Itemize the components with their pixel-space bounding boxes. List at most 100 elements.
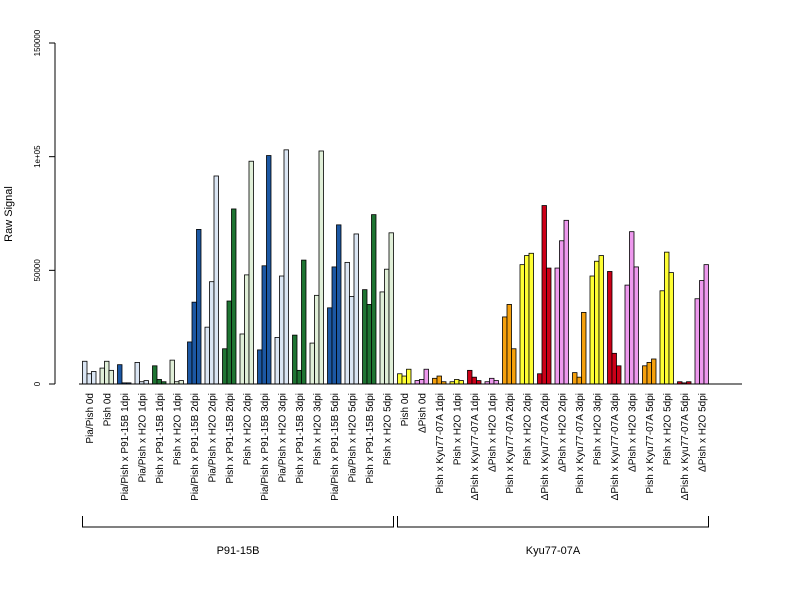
category-label: Pish x P91-15B 5dpi: [365, 393, 376, 484]
bar: [366, 304, 372, 385]
bar: [651, 358, 657, 385]
bar: [511, 348, 517, 385]
bar: [541, 205, 547, 385]
group-brackets: P91-15B Kyu77-07A: [82, 516, 709, 557]
bar: [699, 280, 705, 385]
bar: [266, 155, 272, 385]
bar: [353, 233, 359, 385]
bar: [209, 281, 215, 385]
category-label: Pish x P91-15B 2dpi: [225, 393, 236, 484]
y-tick-label: 150000: [33, 29, 42, 56]
category-label: Pish 0d: [103, 393, 114, 426]
bar: [336, 224, 342, 385]
bar: [629, 231, 635, 385]
bar: [152, 365, 158, 385]
bar: [156, 379, 162, 385]
bar: [581, 311, 587, 385]
bar: [406, 368, 412, 385]
bar: [331, 266, 337, 385]
bar: [99, 367, 105, 385]
bar: [296, 369, 302, 385]
bar: [432, 377, 438, 385]
bar: [506, 304, 512, 385]
category-label: ΔPish x H2O 5dpi: [698, 393, 709, 472]
bar: [191, 301, 197, 385]
category-label: Pish x Kyu77-07A 5dpi: [645, 393, 656, 494]
bar: [283, 149, 289, 385]
category-label: Pia/Pish 0d: [85, 393, 96, 444]
bar: [524, 255, 530, 385]
bar: [419, 379, 425, 385]
bar: [178, 380, 184, 385]
bar: [239, 333, 245, 385]
bar: [659, 290, 665, 385]
bar: [589, 275, 595, 385]
category-label: Pish x H2O 5dpi: [383, 393, 394, 465]
category-label: ΔPish x Kyu77-07A 5dpi: [680, 393, 691, 500]
bar: [213, 175, 219, 385]
bar: [379, 291, 385, 385]
bar: [633, 266, 639, 385]
bar: [493, 380, 499, 385]
bar: [554, 267, 560, 385]
group-bracket: [397, 516, 709, 528]
bar: [646, 362, 652, 385]
bar: [703, 264, 709, 385]
y-tick-label: 1e+05: [33, 145, 42, 168]
bar: [169, 359, 175, 385]
bar: [86, 373, 92, 385]
bar: [108, 369, 114, 385]
bar: [226, 300, 232, 385]
bar: [414, 380, 420, 385]
bar: [301, 259, 307, 385]
bar: [436, 375, 442, 385]
bar: [694, 298, 700, 385]
category-label: Pish x H2O 2dpi: [523, 393, 534, 465]
category-label: Pish x P91-15B 3dpi: [295, 393, 306, 484]
category-label: ΔPish x H2O 3dpi: [628, 393, 639, 472]
bar: [231, 208, 237, 385]
bar: [204, 326, 210, 385]
bar: [309, 342, 315, 385]
bar: [388, 232, 394, 385]
bar: [611, 352, 617, 385]
category-label: Pish 0d: [400, 393, 411, 426]
category-label: Pish x H2O 2dpi: [243, 393, 254, 465]
bar: [279, 275, 285, 385]
bar: [467, 369, 473, 385]
bar: [143, 380, 149, 385]
bar: [537, 373, 543, 385]
bar: [248, 160, 254, 385]
y-tick-label: 50000: [33, 259, 42, 282]
bar: [318, 150, 324, 385]
bar: [222, 348, 228, 385]
bar: [117, 364, 123, 385]
category-label: Pish x H2O 5dpi: [663, 393, 674, 465]
bar: [598, 255, 604, 385]
bar: [502, 316, 508, 385]
bar: [616, 365, 622, 385]
bar: [559, 240, 565, 385]
bar: [314, 294, 320, 385]
y-axis-label: Raw Signal: [3, 186, 15, 242]
bar: [664, 251, 670, 385]
category-label: ΔPish x Kyu77-07A 1dpi: [470, 393, 481, 500]
bar: [546, 267, 552, 385]
category-label: Pish x H2O 3dpi: [313, 393, 324, 465]
bar: [668, 272, 674, 385]
category-label: Pia/Pish x H2O 1dpi: [138, 393, 149, 483]
bar: [607, 271, 613, 385]
group-label: P91-15B: [217, 545, 260, 557]
y-axis: 0 50000 1e+05 150000: [33, 29, 56, 386]
category-label: Pia/Pish x P91-15B 1dpi: [120, 393, 131, 501]
category-label: Pia/Pish x P91-15B 2dpi: [190, 393, 201, 501]
bar: [471, 376, 477, 385]
category-labels: Pia/Pish 0d Pish 0d Pia/Pish x P91-15B 1dp…: [85, 393, 709, 501]
category-label: Pish x Kyu77-07A 3dpi: [575, 393, 586, 494]
bar: [576, 376, 582, 385]
bar: [397, 373, 403, 385]
group-label: Kyu77-07A: [526, 545, 581, 557]
bar: [196, 229, 202, 385]
category-label: ΔPish 0d: [418, 393, 429, 433]
